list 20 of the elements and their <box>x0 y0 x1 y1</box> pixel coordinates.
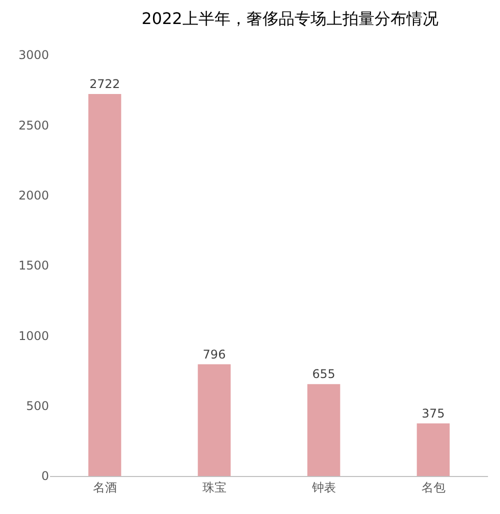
bar <box>307 384 340 476</box>
data-label: 655 <box>312 367 336 382</box>
data-label: 2722 <box>89 77 120 92</box>
y-tick-label: 1000 <box>18 328 49 343</box>
y-tick-label: 500 <box>26 399 49 414</box>
data-label: 796 <box>202 347 226 362</box>
chart-title: 2022上半年，奢侈品专场上拍量分布情况 <box>142 9 438 28</box>
bar <box>198 364 231 476</box>
bar <box>416 423 450 476</box>
y-tick-label: 0 <box>41 469 49 484</box>
x-tick-label: 珠宝 <box>202 480 226 494</box>
bar <box>88 94 122 476</box>
y-tick-label: 2000 <box>18 188 49 203</box>
x-tick-label: 名酒 <box>92 480 117 494</box>
x-tick-label: 名包 <box>421 480 446 494</box>
x-tick-label: 钟表 <box>310 480 336 494</box>
y-tick-label: 1500 <box>18 258 49 273</box>
y-tick-label: 3000 <box>18 48 49 62</box>
data-label: 375 <box>422 406 445 420</box>
y-tick-label: 2500 <box>18 118 49 132</box>
